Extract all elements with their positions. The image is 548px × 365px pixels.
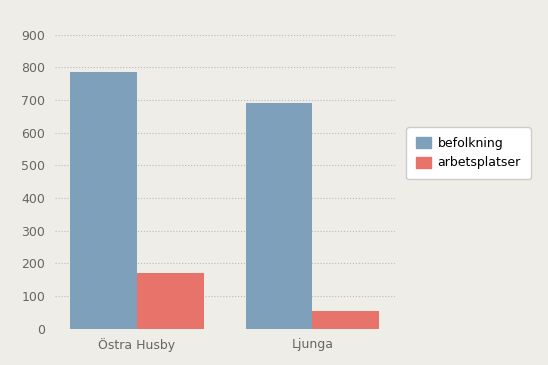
Bar (312, 311, 379, 328)
Bar (137, 273, 204, 328)
Bar (246, 103, 312, 328)
Legend: befolkning, arbetsplatser: befolkning, arbetsplatser (406, 127, 531, 180)
Bar (70, 72, 137, 328)
